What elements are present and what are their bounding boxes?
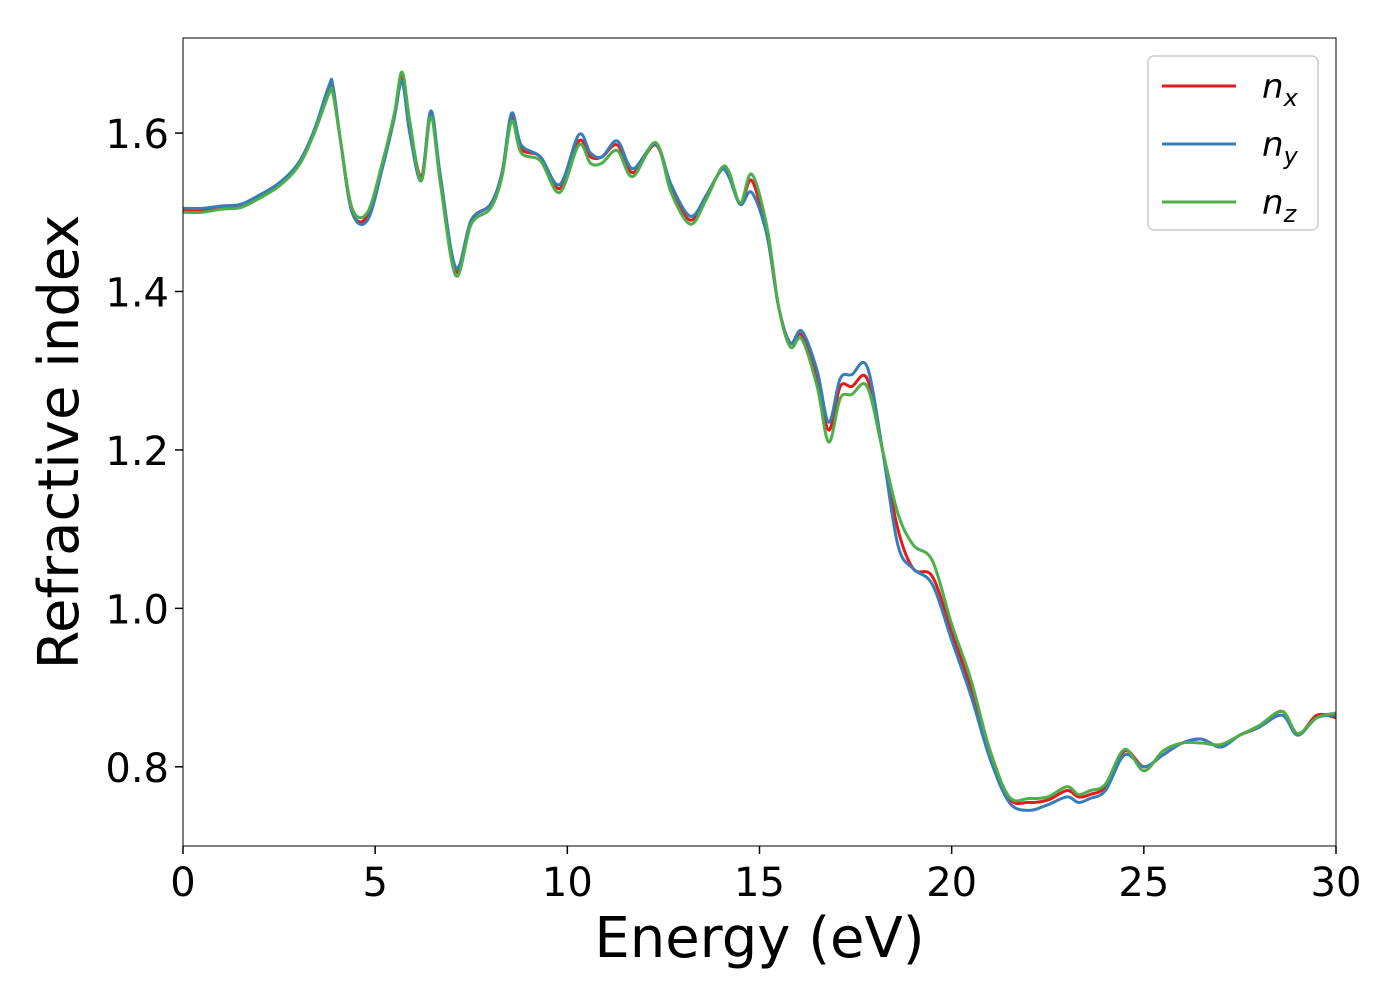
x-axis: 0 5 10 15 20 25 30: [170, 846, 1361, 906]
x-tick-label: 0: [170, 860, 195, 906]
x-tick-label: 25: [1118, 860, 1169, 906]
series-line-ny: [183, 77, 1336, 812]
legend: nx ny nz: [1147, 55, 1319, 231]
y-tick-label: 0.8: [105, 746, 169, 792]
series-layer: [183, 70, 1336, 812]
x-tick-label: 20: [926, 860, 977, 906]
y-tick-label: 1.2: [105, 429, 169, 475]
legend-label-nx: nx: [1262, 67, 1299, 112]
y-tick-label: 1.4: [105, 270, 169, 316]
x-tick-label: 10: [542, 860, 593, 906]
y-axis: 0.8 1.0 1.2 1.4 1.6: [105, 112, 183, 792]
y-axis-title: Refractive index: [27, 215, 92, 670]
x-tick-label: 30: [1311, 860, 1362, 906]
legend-label-ny: ny: [1262, 125, 1299, 170]
legend-label-nz: nz: [1262, 183, 1298, 228]
x-tick-label: 5: [362, 860, 387, 906]
x-axis-title: Energy (eV): [594, 906, 924, 971]
y-tick-label: 1.6: [105, 112, 169, 158]
y-tick-label: 1.0: [105, 587, 169, 633]
x-tick-label: 15: [734, 860, 785, 906]
series-line-nz: [183, 70, 1336, 803]
